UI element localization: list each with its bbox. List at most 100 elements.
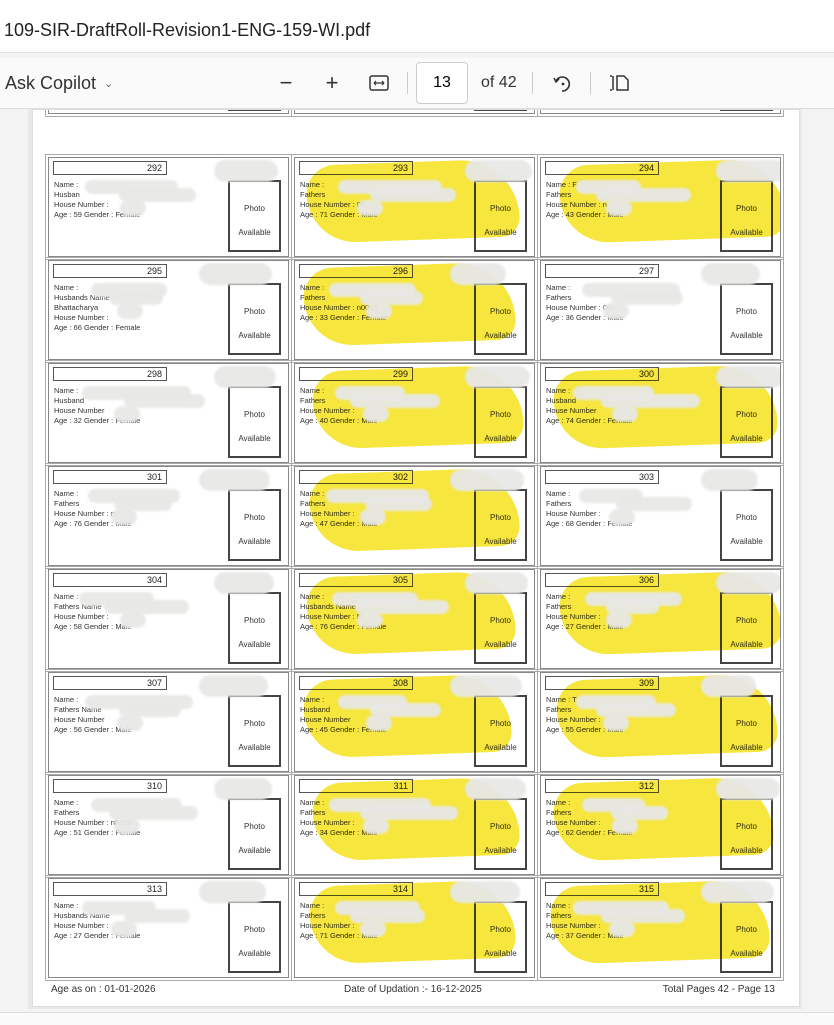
- zoom-in-button[interactable]: +: [325, 70, 339, 95]
- redaction-blur: [612, 818, 638, 834]
- redaction-blur: [606, 200, 632, 216]
- detail-line: Husbands Name: [54, 293, 110, 302]
- detail-line: Name :: [54, 386, 79, 395]
- photo-label: Photo: [244, 513, 265, 522]
- available-label: Available: [238, 640, 271, 649]
- redaction-blur: [465, 778, 526, 800]
- title-bar: 109-SIR-DraftRoll-Revision1-ENG-159-WI.p…: [0, 0, 834, 53]
- serial-number: 297: [545, 264, 659, 278]
- photo-label: Photo: [244, 925, 265, 934]
- fit-width-icon: [369, 75, 389, 91]
- redaction-blur: [120, 612, 146, 628]
- detail-line: Name :: [300, 386, 325, 395]
- voter-card: 309Name : TFathersHouse Number :Age : 55…: [537, 669, 784, 775]
- voter-card: Age : 35 Gender : MalePhotoAvailable: [537, 110, 784, 117]
- redaction-blur: [596, 703, 676, 717]
- age: 36: [565, 313, 574, 322]
- zoom-out-button[interactable]: −: [279, 70, 293, 95]
- redaction-blur: [214, 160, 278, 182]
- available-label: Available: [238, 743, 271, 752]
- redaction-blur: [611, 806, 668, 820]
- detail-line: Name :: [546, 592, 571, 601]
- photo-label: Photo: [244, 719, 265, 728]
- rotate-button[interactable]: [548, 58, 576, 108]
- detail-line: House Number :: [546, 509, 601, 518]
- serial-number: 298: [53, 367, 167, 381]
- redaction-blur: [603, 303, 629, 319]
- available-label: Available: [238, 228, 271, 237]
- redaction-blur: [450, 675, 522, 697]
- available-label: Available: [238, 949, 271, 958]
- bottom-bar: [0, 1012, 834, 1025]
- redaction-blur: [117, 303, 143, 319]
- redaction-blur: [701, 263, 760, 285]
- redaction-blur: [357, 200, 383, 216]
- redaction-blur: [114, 497, 172, 511]
- age: 32: [73, 416, 82, 425]
- redaction-blur: [365, 497, 432, 511]
- photo-label: Photo: [244, 410, 265, 419]
- footer-page-info: Total Pages 42 - Page 13: [662, 984, 775, 995]
- ask-copilot-button[interactable]: Ask Copilot ⌄: [5, 58, 113, 108]
- redaction-blur: [701, 881, 774, 903]
- redaction-blur: [601, 909, 685, 923]
- redaction-blur: [124, 909, 190, 923]
- detail-line: Fathers Name: [54, 602, 102, 611]
- photo-label: Photo: [244, 307, 265, 316]
- redaction-blur: [119, 188, 196, 202]
- voter-card: 297 Name : Fathers House Number : 00 Age : 3…: [537, 257, 784, 363]
- available-label: Available: [730, 331, 763, 340]
- detail-line: House Number : n: [54, 509, 115, 518]
- redaction-blur: [612, 406, 638, 422]
- serial-number: 313: [53, 882, 167, 896]
- voter-card: 301 Name : Fathers House Number : n Age : 76…: [45, 463, 292, 569]
- detail-line: House Number :: [54, 921, 109, 930]
- redaction-blur: [360, 291, 423, 305]
- voter-card: 307 Name : Fathers Name House Number Age : 5…: [45, 669, 292, 775]
- detail-line: House Number :: [54, 313, 109, 322]
- detail-line: Name :: [300, 798, 325, 807]
- redaction-blur: [214, 366, 276, 388]
- age: 56: [73, 725, 82, 734]
- redaction-blur: [370, 703, 441, 717]
- detail-line: Name :: [546, 283, 571, 292]
- redaction-blur: [450, 469, 524, 491]
- redaction-blur: [609, 509, 635, 525]
- page-number-input[interactable]: 13: [416, 62, 468, 104]
- document-viewer[interactable]: Age : 52 Gender : MalePhotoAvailableAge …: [28, 109, 802, 1009]
- page-view-button[interactable]: [606, 58, 634, 108]
- voter-card: 292 Name : Husban House Number : Age : 59 Ge…: [45, 154, 292, 260]
- pdf-page: Age : 52 Gender : MalePhotoAvailableAge …: [32, 109, 800, 1007]
- fit-width-button[interactable]: [365, 58, 393, 108]
- voter-card: 304 Name : Fathers Name House Number : Age :…: [45, 566, 292, 672]
- rotate-icon: [553, 76, 571, 92]
- available-label: Available: [238, 331, 271, 340]
- detail-line: Name :: [546, 489, 571, 498]
- redaction-blur: [124, 394, 205, 408]
- age: 51: [73, 828, 82, 837]
- serial-number: 307: [53, 676, 167, 690]
- redaction-blur: [199, 675, 268, 697]
- gender: Female: [115, 323, 141, 332]
- age: 68: [565, 519, 574, 528]
- age: 59: [73, 210, 82, 219]
- redaction-blur: [357, 612, 383, 628]
- toolbar-divider: [532, 72, 533, 94]
- redaction-blur: [355, 600, 449, 614]
- redaction-blur: [606, 600, 659, 614]
- redaction-blur: [601, 394, 700, 408]
- redaction-blur: [366, 715, 392, 731]
